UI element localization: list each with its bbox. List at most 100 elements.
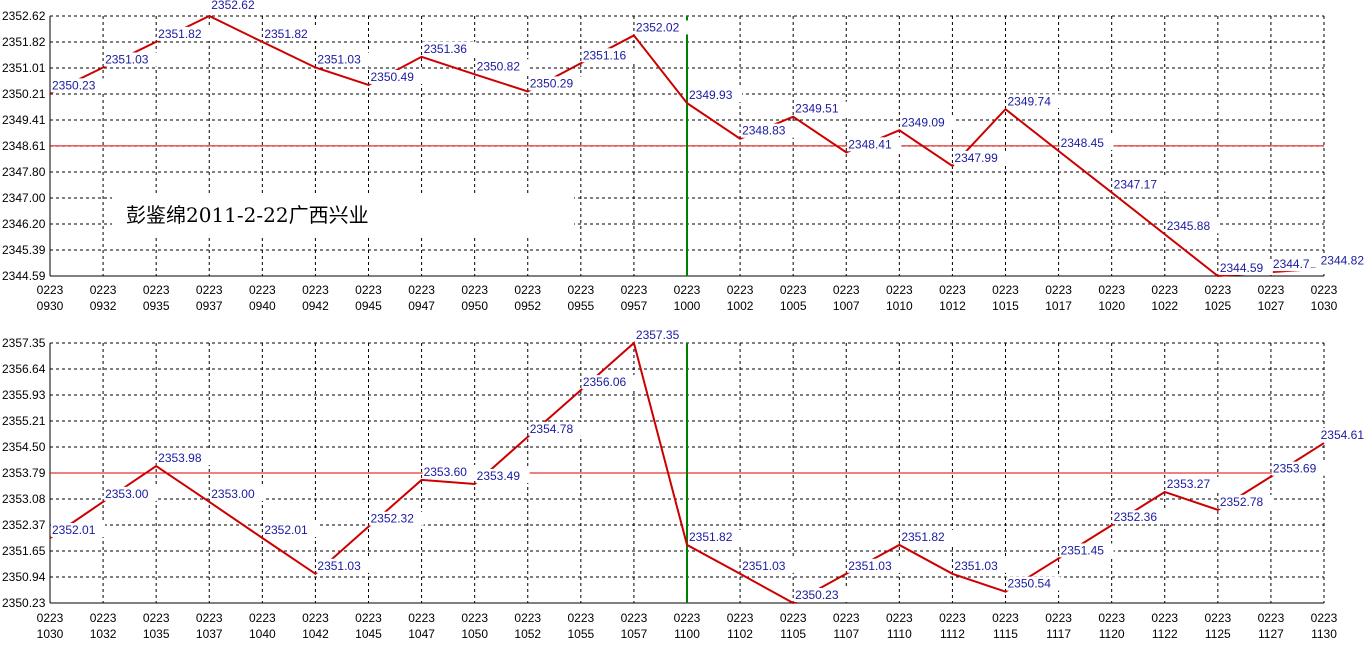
data-label: 2347.99: [954, 151, 998, 165]
x-tick-label-date: 0223: [37, 283, 64, 297]
x-tick-label-date: 0223: [674, 283, 701, 297]
x-tick-label-date: 0223: [249, 283, 276, 297]
x-tick-label-time: 1100: [674, 627, 700, 641]
x-tick-label-time: 0950: [461, 299, 488, 313]
data-label-bg: [157, 451, 212, 466]
data-label: 2351.36: [424, 42, 468, 56]
data-label-bg: [1112, 177, 1167, 192]
y-tick-label: 2351.65: [2, 544, 46, 558]
x-tick-label-time: 1030: [1311, 299, 1338, 313]
data-label: 2354.61: [1321, 428, 1365, 442]
x-tick-label-time: 1110: [887, 627, 912, 641]
data-label-bg: [1218, 261, 1273, 275]
data-label-bg: [900, 115, 955, 130]
data-label: 2352.02: [636, 20, 680, 34]
x-tick-label-date: 0223: [196, 611, 223, 625]
data-label: 2348.83: [742, 124, 786, 138]
x-tick-label-date: 0223: [249, 611, 276, 625]
x-tick-label-date: 0223: [90, 611, 117, 625]
x-tick-label-time: 1010: [886, 299, 913, 313]
x-tick-label-date: 0223: [727, 611, 754, 625]
y-tick-label: 2352.62: [2, 9, 46, 23]
x-tick-label-time: 1037: [196, 627, 223, 641]
annotation-background: [112, 193, 574, 237]
data-label-bg: [634, 20, 689, 35]
y-tick-label: 2350.21: [2, 87, 46, 101]
x-tick-label-date: 0223: [833, 611, 860, 625]
x-tick-label-date: 0223: [567, 611, 594, 625]
data-label: 2349.74: [1008, 94, 1052, 108]
data-label: 2348.45: [1061, 136, 1105, 150]
x-tick-label-time: 0937: [196, 299, 223, 313]
x-tick-label-date: 0223: [780, 283, 807, 297]
data-label-bg: [581, 48, 636, 63]
y-tick-label: 2346.20: [2, 217, 46, 231]
x-tick-label-time: 1032: [90, 627, 117, 641]
data-label: 2352.01: [52, 523, 96, 537]
x-tick-label-date: 0223: [939, 283, 966, 297]
x-tick-label-time: 0942: [302, 299, 329, 313]
data-label: 2351.03: [105, 52, 149, 66]
y-tick-label: 2347.80: [2, 165, 46, 179]
x-tick-label-time: 1027: [1258, 299, 1285, 313]
data-label-bg: [900, 529, 955, 544]
data-label-bg: [688, 529, 742, 544]
x-tick-label-date: 0223: [1151, 611, 1178, 625]
data-label: 2351.03: [317, 52, 361, 66]
data-label-bg: [210, 486, 265, 501]
data-label: 2350.82: [477, 59, 521, 73]
data-label: 2354.78: [530, 422, 574, 436]
x-tick-label-time: 1025: [1204, 299, 1231, 313]
y-tick-label: 2353.79: [2, 466, 46, 480]
y-tick-label: 2351.01: [2, 61, 46, 75]
x-tick-label-time: 1120: [1099, 627, 1125, 641]
x-tick-label-date: 0223: [408, 283, 435, 297]
data-label: 2353.60: [424, 465, 468, 479]
y-tick-label: 2352.37: [2, 518, 46, 532]
data-label-bg: [581, 375, 636, 390]
x-tick-label-date: 0223: [1151, 283, 1178, 297]
data-label-bg: [953, 558, 1008, 573]
x-tick-label-date: 0223: [196, 283, 223, 297]
data-label: 2349.51: [795, 102, 839, 116]
x-tick-label-time: 1105: [780, 627, 806, 641]
data-label-bg: [953, 150, 1008, 165]
x-tick-label-time: 1022: [1151, 299, 1178, 313]
x-tick-label-time: 1040: [249, 627, 276, 641]
x-tick-label-date: 0223: [1258, 283, 1285, 297]
data-label: 2357.35: [636, 328, 680, 342]
x-tick-label-date: 0223: [1204, 283, 1231, 297]
data-label: 2353.00: [105, 487, 149, 501]
x-tick-label-time: 1042: [302, 627, 329, 641]
x-tick-label-time: 1002: [727, 299, 754, 313]
x-tick-label-date: 0223: [143, 611, 170, 625]
data-label-bg: [1006, 94, 1061, 109]
data-label-bg: [794, 101, 849, 116]
data-label: 2352.01: [264, 523, 308, 537]
x-tick-label-date: 0223: [1045, 611, 1072, 625]
x-tick-label-date: 0223: [727, 283, 754, 297]
data-label-bg: [634, 328, 689, 342]
y-tick-label: 2350.23: [2, 596, 46, 610]
y-tick-label: 2354.50: [2, 440, 46, 454]
x-tick-label-time: 1012: [939, 299, 966, 313]
x-tick-label-time: 1107: [833, 627, 859, 641]
x-tick-label-date: 0223: [143, 283, 170, 297]
data-label-bg: [475, 59, 530, 74]
data-label-bg: [794, 588, 849, 602]
x-tick-label-date: 0223: [780, 611, 807, 625]
data-label: 2350.23: [795, 588, 839, 602]
x-tick-label-time: 1057: [621, 627, 648, 641]
data-label-bg: [263, 523, 318, 537]
top-chart: 2352.62 2351.82 2351.01 2350.21 2349.41 2348.…: [2, 0, 1364, 313]
x-tick-label-time: 0957: [621, 299, 648, 313]
x-tick-label-time: 0945: [355, 299, 382, 313]
x-tick-label-time: 1045: [355, 627, 382, 641]
data-label-bg: [210, 0, 265, 12]
x-tick-label-time: 1020: [1098, 299, 1125, 313]
data-label-bg: [1112, 510, 1167, 525]
y-tick-label: 2357.35: [2, 336, 46, 350]
data-label-bg: [51, 523, 105, 537]
data-label: 2350.54: [1008, 577, 1052, 591]
data-label: 2351.82: [901, 530, 945, 544]
